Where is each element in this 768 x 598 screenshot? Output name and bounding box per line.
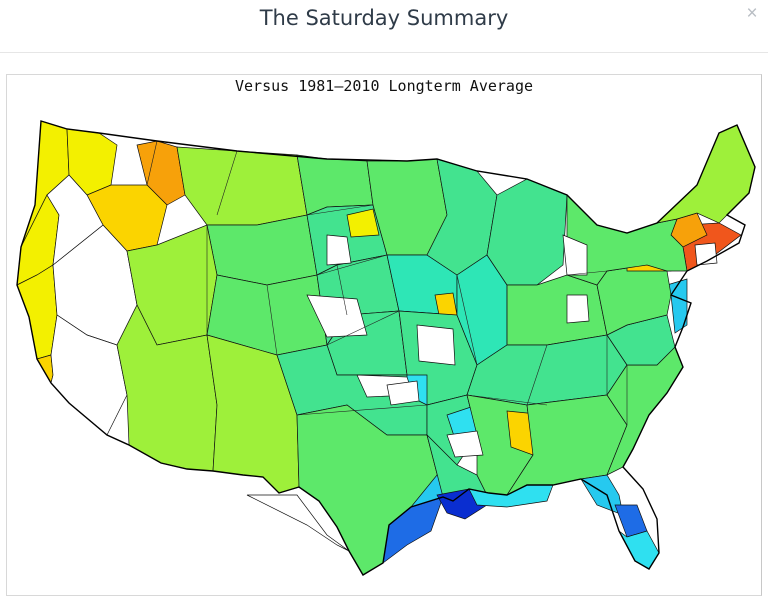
region-tennessee-white — [446, 430, 484, 458]
region-california-interior — [50, 314, 128, 436]
region-michigan — [486, 178, 568, 286]
division-line — [398, 310, 408, 376]
dialog-header: The Saturday Summary × — [0, 0, 768, 53]
division-line — [296, 154, 308, 216]
division-line — [216, 150, 238, 216]
us-outline — [16, 120, 756, 576]
region-mo-white — [416, 324, 456, 366]
region-montana — [176, 146, 308, 226]
division-line — [316, 254, 388, 276]
region-new-york-white — [694, 242, 718, 266]
region-nebraska-white — [326, 234, 352, 266]
division-line — [526, 344, 548, 406]
division-boundaries — [146, 140, 628, 425]
close-icon[interactable]: × — [746, 3, 758, 24]
us-climate-division-map — [16, 120, 756, 576]
map-title: Versus 1981–2010 Longterm Average — [234, 77, 533, 95]
region-indiana-ohio — [506, 274, 608, 346]
division-line — [146, 140, 158, 186]
region-ok-white-2 — [386, 380, 420, 406]
climate-regions — [16, 120, 756, 576]
dialog-title: The Saturday Summary — [259, 6, 509, 30]
region-california-coast-south — [36, 354, 54, 384]
division-line — [326, 310, 400, 346]
region-sd-yellow — [346, 208, 380, 238]
region-wyoming — [206, 214, 318, 286]
region-mid-white — [566, 294, 590, 324]
region-pacific-northwest-interior — [46, 174, 104, 266]
region-michigan-white — [562, 234, 588, 276]
division-line — [456, 274, 478, 366]
division-line — [566, 270, 608, 276]
region-iowa-yellow — [434, 292, 458, 316]
division-line — [336, 264, 348, 316]
division-line — [296, 404, 428, 416]
map-figure: Versus 1981–2010 Longterm Average — [6, 74, 762, 596]
division-line — [466, 394, 548, 406]
division-line — [266, 284, 278, 356]
division-line — [306, 204, 374, 216]
region-kansas-white — [306, 294, 368, 338]
